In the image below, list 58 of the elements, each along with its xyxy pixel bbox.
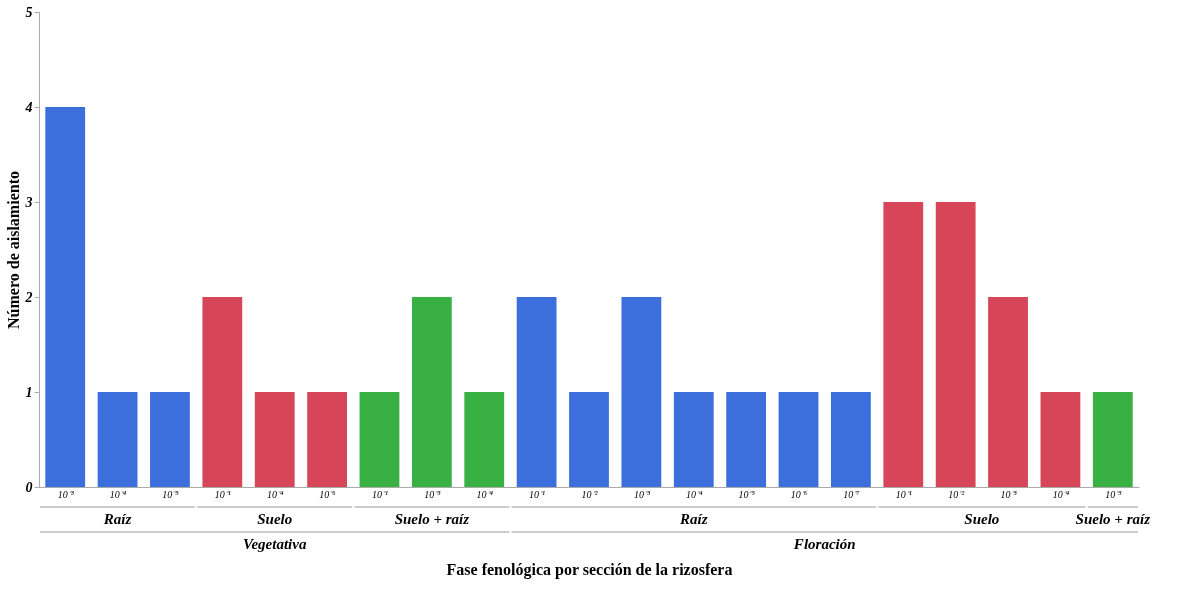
x-tick-label: 10⁻³ <box>1105 488 1123 500</box>
bar <box>569 392 609 487</box>
text: Vegetativa <box>243 536 307 552</box>
x-tick-label: 10⁻⁵ <box>162 488 180 500</box>
x-tick-label: 10⁻⁴ <box>1052 488 1070 500</box>
text: Raíz <box>680 511 708 527</box>
bar <box>883 202 924 487</box>
x-tick-label: 10⁻⁶ <box>319 488 337 500</box>
series-label: Raíz <box>102 511 132 527</box>
x-tick-label: 10⁻² <box>581 488 599 500</box>
x-tick-label: 10⁻⁴ <box>686 488 704 500</box>
bar <box>202 297 243 487</box>
y-tick-label: 5 <box>25 4 33 20</box>
y-tick-label: 2 <box>24 289 33 305</box>
bar <box>307 392 347 487</box>
bar <box>516 297 557 487</box>
bar <box>411 297 452 487</box>
bar <box>935 202 976 487</box>
y-axis-title: Número de aislamiento <box>4 171 22 329</box>
bar <box>464 392 505 487</box>
bar <box>778 392 819 487</box>
bar <box>726 392 767 487</box>
series-label: Suelo + raíz <box>394 511 470 527</box>
y-tick-label: 4 <box>24 99 33 115</box>
text: Floración <box>792 536 856 552</box>
x-tick-label: 10⁻³ <box>424 488 442 500</box>
x-axis-title: Fase fenológica por sección de la rizosfera <box>446 560 733 579</box>
x-tick-label: 10⁻³ <box>633 488 651 500</box>
x-tick-label: 10⁻¹ <box>895 488 912 500</box>
bar <box>673 392 714 487</box>
bar <box>988 297 1028 487</box>
x-tick-label: 10⁻⁷ <box>843 488 861 500</box>
bar <box>254 392 295 487</box>
bar <box>831 392 871 487</box>
x-tick-label: 10⁻⁵ <box>738 488 756 500</box>
bar <box>150 392 190 487</box>
y-tick-label: 1 <box>25 384 33 400</box>
bar <box>621 297 662 487</box>
text: Suelo <box>964 511 1000 527</box>
x-tick-label: 10⁻¹ <box>371 488 388 500</box>
x-tick-label: 10⁻³ <box>1000 488 1018 500</box>
bar <box>97 392 138 487</box>
x-tick-label: 10⁻³ <box>57 488 75 500</box>
x-tick-label: 10⁻⁴ <box>109 488 127 500</box>
bar <box>45 107 86 487</box>
bar <box>359 392 400 487</box>
x-tick-label: 10⁻¹ <box>214 488 231 500</box>
y-tick-label: 0 <box>25 479 33 495</box>
x-tick-label: 10⁻⁴ <box>476 488 494 500</box>
x-tick-label: 10⁻² <box>948 488 966 500</box>
bar <box>1040 392 1081 487</box>
x-tick-label: 10⁻⁴ <box>266 488 284 500</box>
x-tick-label: 10⁻⁶ <box>790 488 808 500</box>
y-tick-label: 3 <box>24 194 33 210</box>
x-tick-label: 10⁻¹ <box>529 488 546 500</box>
bar <box>1092 392 1133 487</box>
series-label: Suelo <box>257 511 293 527</box>
text: Suelo + raíz <box>1075 511 1151 527</box>
